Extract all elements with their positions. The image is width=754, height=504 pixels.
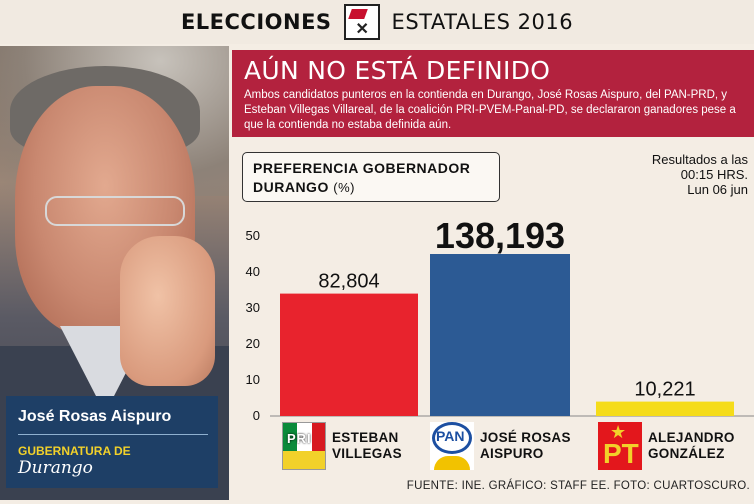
- header-bar: ELECCIONES ✕ ESTATALES 2016: [0, 0, 754, 44]
- legend-label-1a: ESTEBAN: [332, 430, 399, 445]
- results-line-2: 00:15 HRS.: [680, 167, 748, 182]
- pan-logo-icon: PAN: [430, 422, 474, 470]
- thumbs-up-hand: [120, 236, 215, 386]
- ballot-box-icon: ✕: [343, 4, 380, 40]
- results-timestamp: Resultados a las 00:15 HRS. Lun 06 jun: [598, 152, 748, 197]
- header-word-estatales: ESTATALES 2016: [391, 10, 574, 34]
- chart-title-box: PREFERENCIA GOBERNADOR DURANGO (%): [242, 152, 500, 202]
- bar-chart: 0 10 20 30 40 50 82,804 138,193 10,221: [246, 215, 754, 422]
- header-word-elecciones: ELECCIONES: [180, 10, 332, 34]
- bar-value-label-1: 82,804: [318, 271, 379, 293]
- y-tick-label-1: 10: [246, 372, 260, 387]
- legend-label-2a: JOSÉ ROSAS: [480, 430, 571, 445]
- legend-candidate-2: PAN JOSÉ ROSAS AISPURO: [430, 420, 571, 472]
- pri-logo-icon: PRI: [282, 422, 326, 470]
- y-tick-label-5: 50: [246, 228, 260, 243]
- y-tick-label-0: 0: [253, 408, 260, 422]
- caption-state: Durango: [18, 458, 93, 478]
- chart-title: PREFERENCIA GOBERNADOR DURANGO: [253, 160, 471, 195]
- bar-1: [280, 293, 418, 416]
- pt-logo-icon: ★ PT: [598, 422, 642, 470]
- bar-value-label-3: 10,221: [634, 379, 695, 401]
- chart-title-unit: (%): [333, 180, 355, 195]
- headline-title: AÚN NO ESTÁ DEFINIDO: [244, 56, 551, 85]
- candidate-photo: [0, 46, 229, 500]
- legend-candidate-1: PRI ESTEBAN VILLEGAS: [282, 420, 402, 472]
- name-caption: José Rosas Aispuro GUBERNATURA DE Durang…: [6, 396, 218, 488]
- results-line-1: Resultados a las: [651, 152, 748, 167]
- legend-label-2b: AISPURO: [480, 446, 544, 461]
- legend-label-3a: ALEJANDRO: [648, 430, 735, 445]
- legend-label-3b: GONZÁLEZ: [648, 446, 725, 461]
- caption-office: GUBERNATURA DE: [18, 444, 131, 458]
- source-footer: FUENTE: INE. GRÁFICO: STAFF EE. FOTO: CU…: [406, 480, 750, 492]
- bar-3: [596, 401, 734, 416]
- bar-value-label-2: 138,193: [435, 215, 565, 256]
- legend-label-1b: VILLEGAS: [332, 446, 402, 461]
- headline-body: Ambos candidatos punteros en la contiend…: [244, 89, 736, 131]
- results-line-3: Lun 06 jun: [687, 182, 748, 197]
- y-tick-label-3: 30: [246, 300, 260, 315]
- y-tick-label-2: 20: [246, 336, 260, 351]
- legend-candidate-3: ★ PT ALEJANDRO GONZÁLEZ: [598, 420, 735, 472]
- candidate-name: José Rosas Aispuro: [18, 408, 172, 425]
- headline-band: AÚN NO ESTÁ DEFINIDO Ambos candidatos pu…: [232, 50, 754, 137]
- y-tick-label-4: 40: [246, 264, 260, 279]
- bar-2: [430, 254, 570, 416]
